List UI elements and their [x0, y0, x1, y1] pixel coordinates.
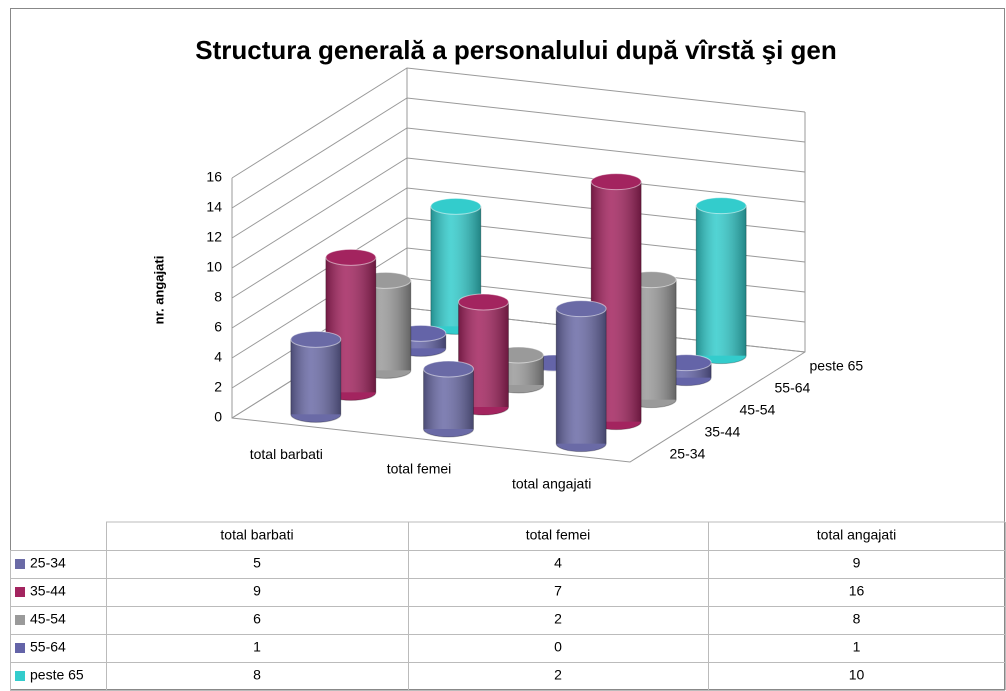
depth-tick-label: 25-34	[670, 446, 706, 462]
cylinder-top	[430, 197, 482, 215]
y-tick-label: 16	[206, 169, 222, 185]
wall-edges	[231, 112, 806, 463]
table-header: total barbati	[220, 527, 293, 543]
cylinder-top	[695, 197, 747, 215]
y-tick-label: 10	[206, 259, 222, 275]
depth-tick-label: peste 65	[810, 358, 864, 374]
legend-label: peste 65	[30, 667, 84, 683]
legend-swatch	[15, 559, 25, 569]
y-tick-label: 4	[214, 349, 222, 365]
y-tick-label: 0	[214, 409, 222, 425]
y-tick-label: 6	[214, 319, 222, 335]
depth-tick-label: 35-44	[705, 424, 741, 440]
x-tick-label: total angajati	[512, 475, 591, 491]
table-cell: 10	[849, 667, 865, 683]
y-tick-label: 12	[206, 229, 222, 245]
table-header: total angajati	[817, 527, 896, 543]
cylinder-shade	[696, 205, 747, 356]
legend-label: 45-54	[30, 611, 66, 627]
table-cell: 4	[554, 555, 562, 571]
x-tick-label: total femei	[387, 461, 452, 477]
cylinder-shade	[290, 339, 341, 415]
table-cell: 1	[253, 639, 261, 655]
legend-swatch	[15, 587, 25, 597]
cylinder-top	[325, 248, 377, 266]
table-cell: 7	[554, 583, 562, 599]
table-cell: 0	[554, 639, 562, 655]
y-tick-label: 14	[206, 199, 222, 215]
cylinder-shade	[556, 308, 607, 444]
table-cell: 2	[554, 667, 562, 683]
legend-label: 35-44	[30, 583, 66, 599]
cylinder-top	[590, 173, 642, 191]
cylinder-shade	[423, 369, 474, 429]
legend-swatch	[15, 671, 25, 681]
legend-label: 25-34	[30, 555, 66, 571]
table-cell: 9	[853, 555, 861, 571]
y-axis-label: nr. angajati	[151, 256, 166, 325]
depth-tick-label: 45-54	[740, 402, 776, 418]
legend-swatch	[15, 643, 25, 653]
table-cell: 9	[253, 583, 261, 599]
chart-title: Structura generală a personalului după v…	[195, 35, 837, 65]
cylinder-top	[290, 330, 342, 348]
cylinder-top	[423, 360, 474, 378]
table-cell: 8	[253, 667, 261, 683]
y-tick-label: 8	[214, 289, 222, 305]
cylinder-top	[555, 300, 607, 318]
table-cell: 6	[253, 611, 261, 627]
table-cell: 5	[253, 555, 261, 571]
table-header: total femei	[526, 527, 591, 543]
legend-label: 55-64	[30, 639, 66, 655]
x-tick-label: total barbati	[250, 446, 323, 462]
cylinder-top	[458, 293, 509, 311]
depth-tick-label: 55-64	[775, 380, 811, 396]
table-cell: 1	[853, 639, 861, 655]
table-cell: 8	[853, 611, 861, 627]
table-cell: 2	[554, 611, 562, 627]
y-tick-label: 2	[214, 379, 222, 395]
legend-swatch	[15, 615, 25, 625]
table-cell: 16	[849, 583, 865, 599]
